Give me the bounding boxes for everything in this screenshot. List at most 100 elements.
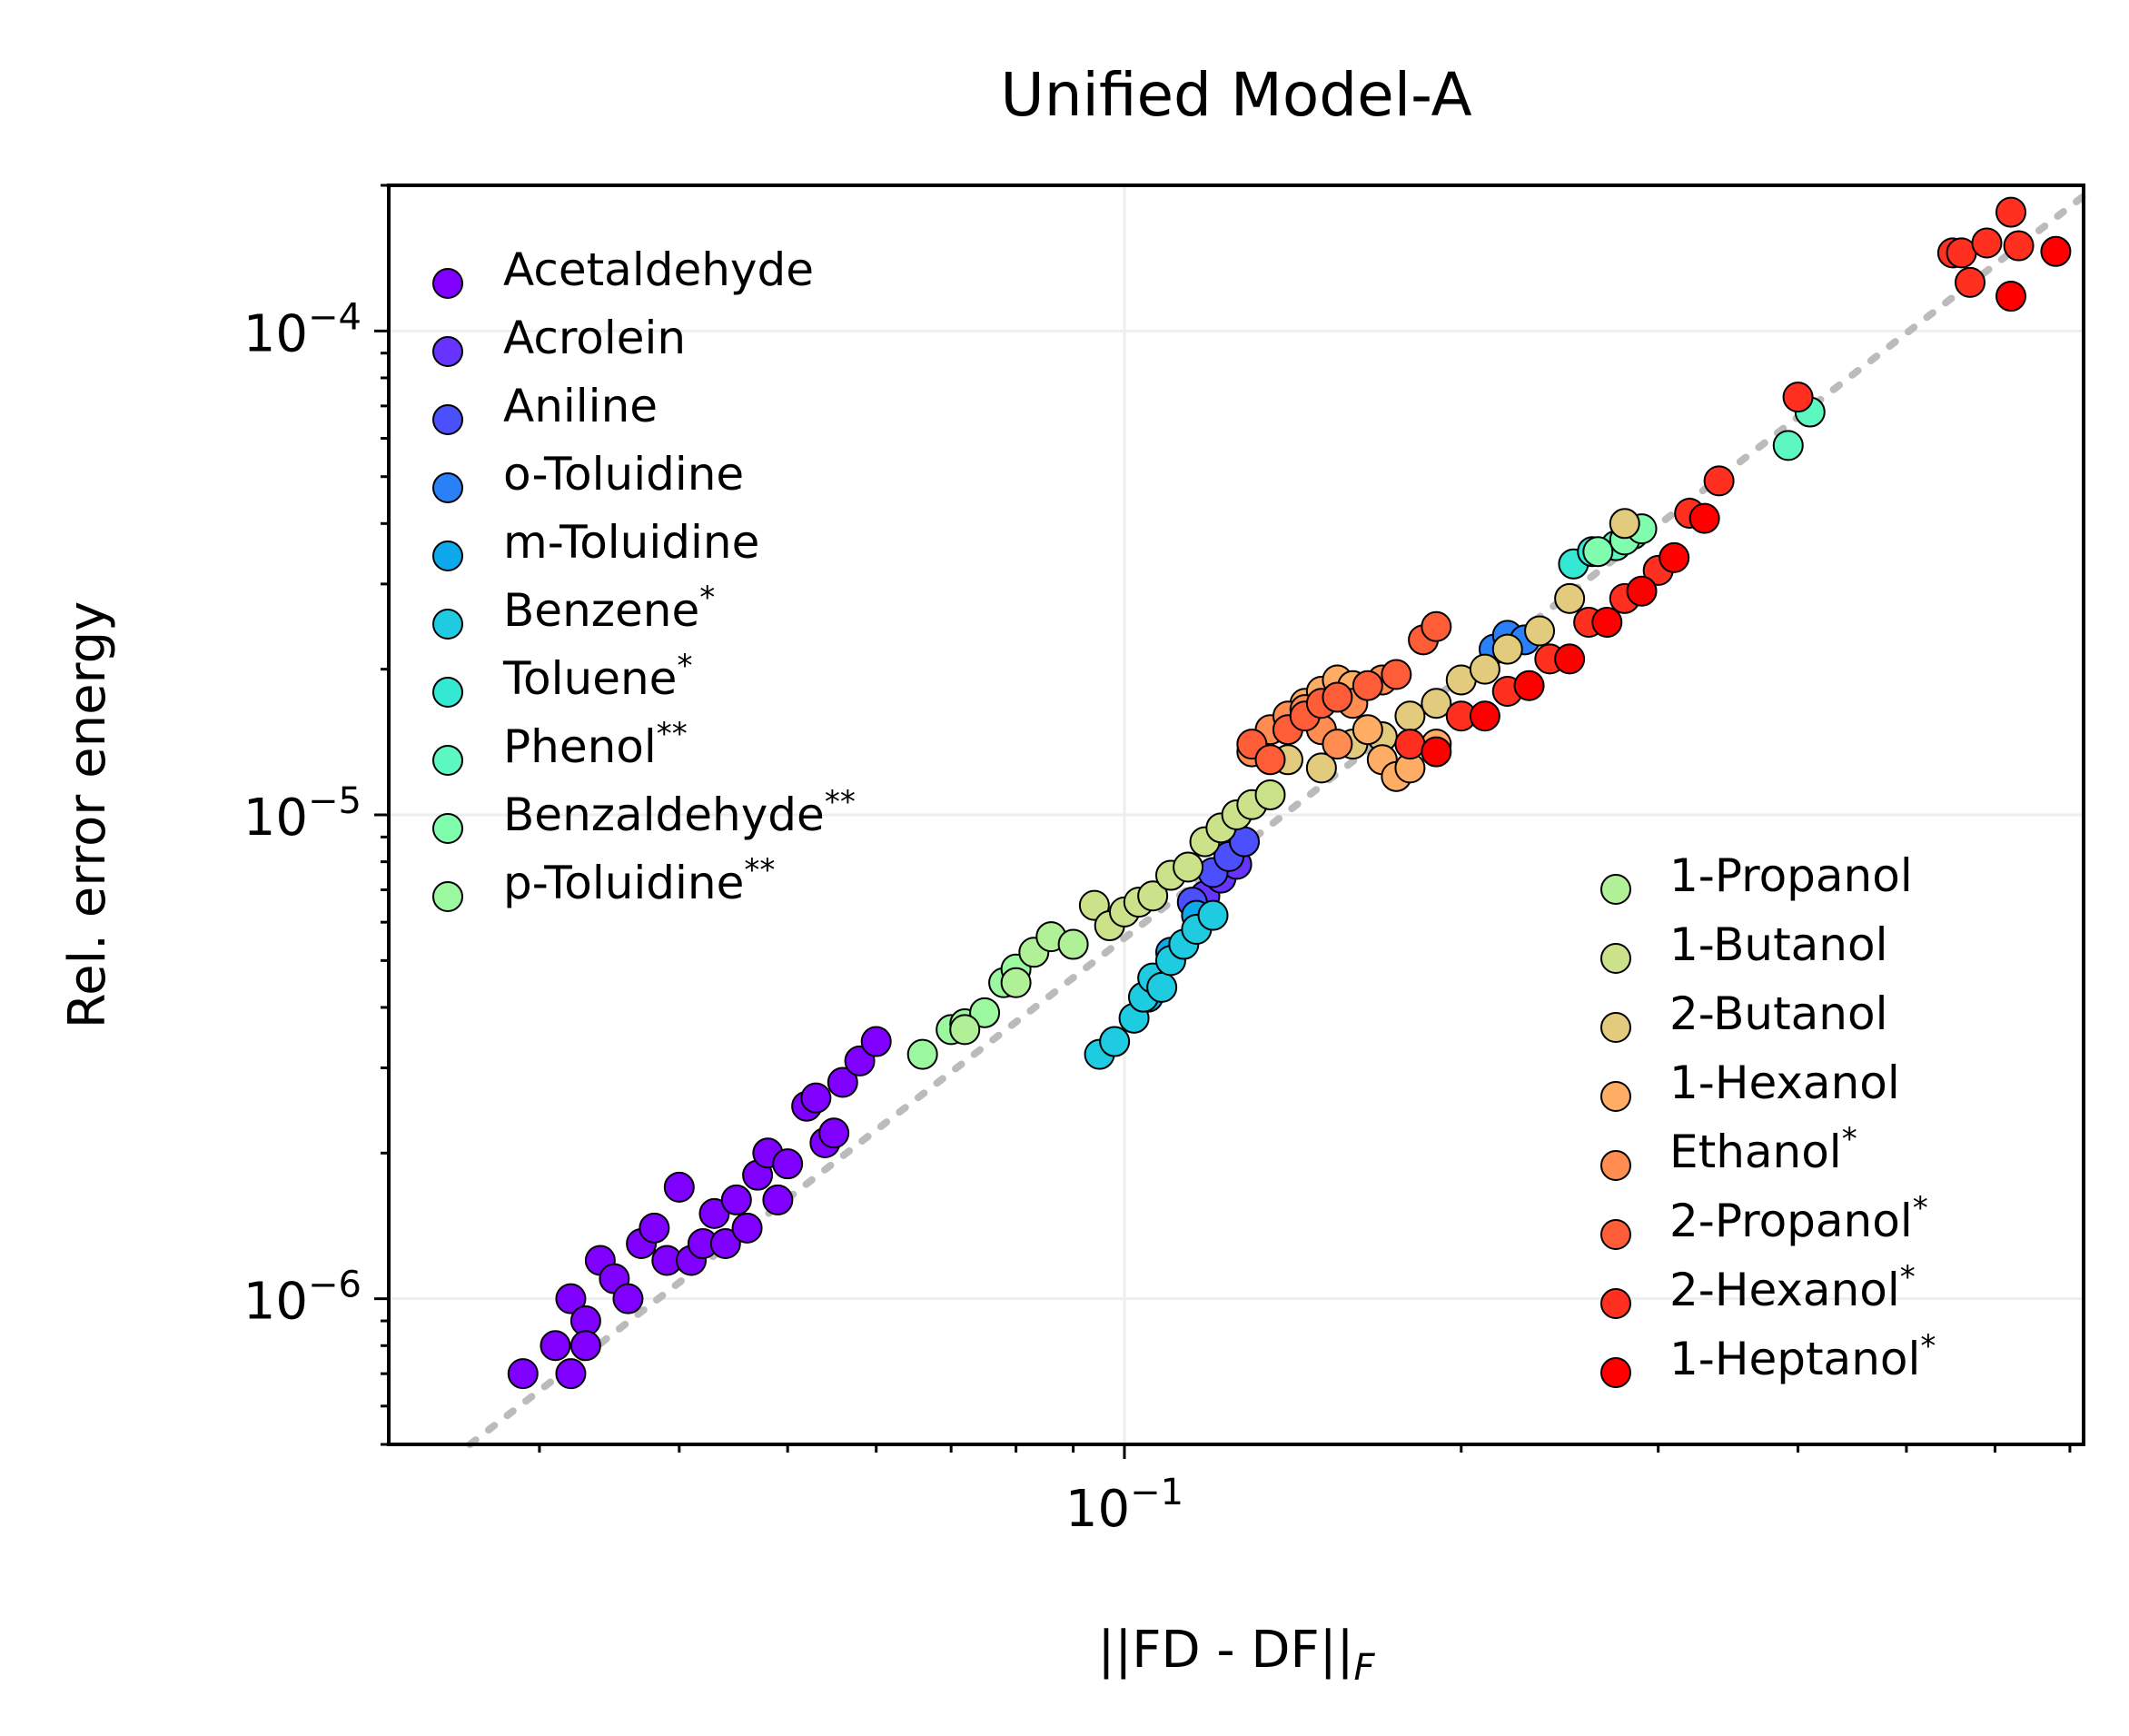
legend-marker: [1600, 1288, 1631, 1319]
data-point: [1491, 633, 1523, 665]
data-point: [762, 1184, 794, 1215]
legend-label: 1-Hexanol: [1669, 1056, 1900, 1109]
data-point: [540, 1330, 571, 1362]
x-axis-label-main: ||FD - DF||: [1098, 1621, 1354, 1680]
legend-marker: [432, 268, 463, 299]
legend-marker: [1600, 943, 1631, 974]
data-point: [818, 1117, 850, 1149]
x-axis-label-subscript: F: [1353, 1647, 1375, 1689]
data-point: [1394, 729, 1426, 760]
legend-marker: [432, 677, 463, 708]
data-point: [1352, 670, 1383, 701]
data-point: [1703, 465, 1735, 497]
data-point: [1955, 266, 1986, 298]
legend-label: 2-Butanol: [1669, 987, 1887, 1040]
data-point: [1197, 899, 1229, 931]
legend-label: o-Toluidine: [503, 448, 744, 501]
legend-marker: [432, 404, 463, 435]
legend-lower-right: 1-Propanol 1-Butanol 2-Butanol 1-Hexanol Eth…: [1600, 849, 1936, 1388]
data-point: [1772, 430, 1804, 461]
data-point: [731, 1212, 763, 1244]
y-tick-label: 10−5: [243, 780, 361, 848]
data-point: [639, 1212, 670, 1244]
data-point: [969, 997, 1001, 1028]
legend-marker: [1600, 874, 1631, 905]
legend-marker: [1600, 1081, 1631, 1112]
data-point: [1659, 541, 1690, 573]
legend-label: 1-Heptanol*: [1669, 1328, 1936, 1385]
legend-label: Acetaldehyde: [503, 243, 814, 296]
legend-label: Acrolein: [503, 312, 686, 364]
data-point: [1254, 744, 1286, 776]
data-point: [800, 1082, 832, 1114]
data-point: [555, 1358, 587, 1390]
legend-marker: [1600, 1150, 1631, 1181]
data-point: [1591, 607, 1623, 639]
data-point: [1995, 281, 2027, 312]
legend-label: Aniline: [503, 380, 658, 432]
legend-label: 1-Butanol: [1669, 918, 1887, 971]
data-point: [2040, 235, 2072, 267]
legend-marker: [432, 813, 463, 844]
legend-marker: [432, 881, 463, 912]
legend-marker: [432, 541, 463, 571]
data-point: [1971, 227, 2003, 259]
y-axis-label: Rel. error energy: [58, 601, 117, 1029]
legend-label: Toluene*: [502, 648, 692, 705]
data-point: [1626, 575, 1658, 607]
legend-marker: [432, 609, 463, 640]
data-point: [1554, 582, 1586, 614]
data-point: [720, 1184, 752, 1215]
data-point: [949, 1014, 981, 1046]
data-point: [1995, 196, 2027, 228]
data-point: [1137, 880, 1169, 912]
data-point: [507, 1358, 539, 1390]
data-point: [827, 1066, 858, 1098]
data-point: [1469, 700, 1500, 732]
data-point: [860, 1026, 892, 1057]
data-point: [1524, 615, 1556, 647]
data-point: [1582, 536, 1614, 568]
data-point: [1000, 967, 1032, 998]
x-tick-label: 10−1: [1065, 1472, 1183, 1539]
legend-label: Ethanol*: [1669, 1121, 1857, 1178]
data-point: [569, 1330, 601, 1362]
y-tick-label: 10−4: [243, 296, 361, 363]
legend-label: Benzene*: [503, 580, 715, 637]
legend-label: 2-Propanol*: [1669, 1190, 1928, 1247]
data-point: [1322, 681, 1353, 713]
data-point: [1173, 851, 1204, 883]
data-point: [1421, 736, 1452, 768]
legend-marker: [1600, 1219, 1631, 1250]
data-point: [1352, 714, 1383, 746]
axis-ticks: [374, 184, 2072, 1459]
legend-label: 2-Hexanol*: [1669, 1259, 1916, 1316]
data-point: [1421, 688, 1452, 719]
data-point: [906, 1038, 938, 1070]
legend-marker: [432, 472, 463, 503]
legend-marker: [1600, 1012, 1631, 1043]
data-point: [1381, 659, 1412, 690]
axis-tick-labels: 10−1 10−6 10−5 10−4: [243, 296, 1183, 1539]
data-point: [612, 1283, 644, 1314]
legend-marker: [432, 336, 463, 367]
data-point: [709, 1227, 741, 1259]
data-point: [698, 1197, 730, 1229]
legend-label: Benzaldehyde**: [503, 784, 856, 841]
data-point: [663, 1171, 695, 1203]
legend-upper-left: Acetaldehyde Acrolein Aniline o-Toluidine m-…: [432, 243, 856, 912]
legend-label: p-Toluidine**: [503, 852, 775, 909]
legend-marker: [432, 745, 463, 776]
data-point: [1554, 643, 1586, 675]
data-point: [1322, 729, 1353, 760]
legend-label: Phenol**: [503, 716, 688, 773]
legend-label: m-Toluidine: [503, 516, 759, 569]
data-point: [1146, 971, 1178, 1003]
data-point: [1469, 653, 1500, 685]
data-point: [1421, 610, 1452, 642]
x-axis-label: ||FD - DF||F: [1098, 1621, 1376, 1689]
data-point: [1254, 779, 1286, 810]
scatter-points: [507, 196, 2072, 1390]
y-tick-label: 10−6: [243, 1265, 361, 1332]
